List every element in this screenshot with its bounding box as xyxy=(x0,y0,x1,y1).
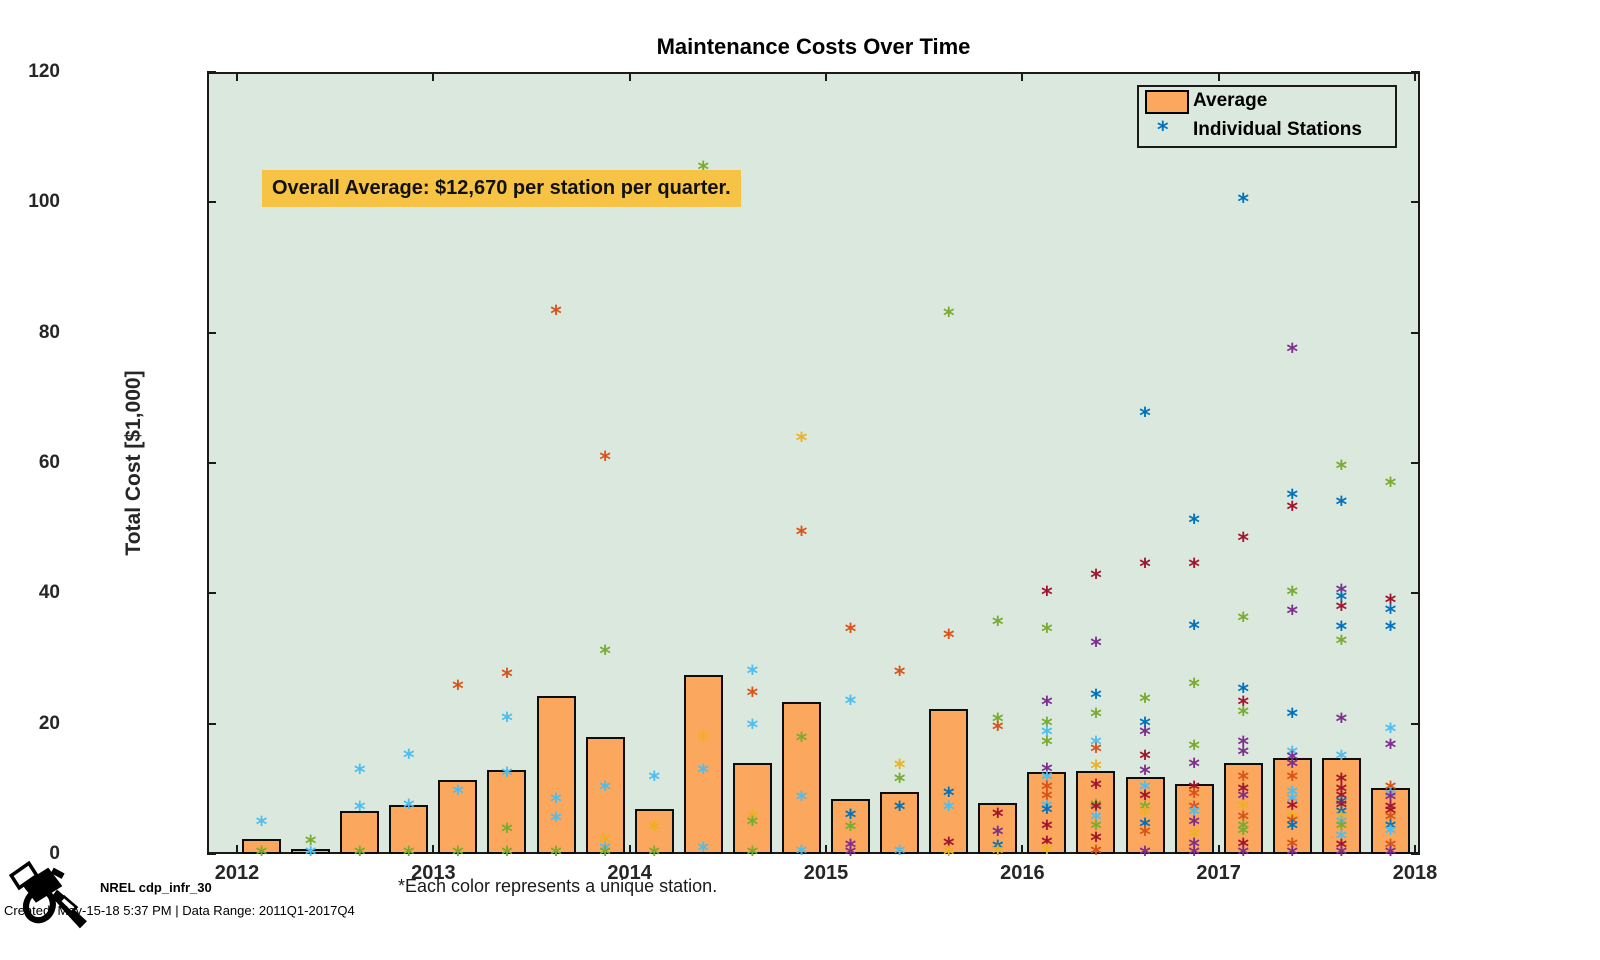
y-tick xyxy=(207,201,216,204)
brand-label: NREL cdp_infr_30 xyxy=(100,880,212,895)
x-tick xyxy=(1021,845,1024,854)
bar-2015Q4 xyxy=(978,803,1018,854)
x-tick-label: 2016 xyxy=(1000,862,1045,884)
y-tick-label: 40 xyxy=(38,582,60,604)
legend-average-label: Average xyxy=(1193,90,1268,111)
bar-2016Q1 xyxy=(1027,771,1067,854)
bar-2017Q2 xyxy=(1272,757,1312,854)
bar-2013Q4 xyxy=(585,737,625,854)
y-tick xyxy=(207,592,216,595)
y-tick xyxy=(1411,722,1420,725)
bar-2012Q4 xyxy=(389,805,429,854)
legend: Average * Individual Stations xyxy=(1137,85,1397,148)
y-tick xyxy=(1411,462,1420,464)
x-tick xyxy=(825,845,827,854)
x-tick-label: 2012 xyxy=(214,862,260,884)
y-tick xyxy=(207,722,216,725)
x-tick xyxy=(1217,845,1220,854)
chart-title: Maintenance Costs Over Time xyxy=(656,34,971,59)
bar-2013Q3 xyxy=(536,696,576,854)
bar-2013Q1 xyxy=(438,780,478,854)
x-tick xyxy=(628,72,631,81)
y-tick xyxy=(207,462,216,464)
x-tick xyxy=(825,72,827,81)
x-tick-label: 2013 xyxy=(411,862,456,884)
bar-2014Q1 xyxy=(634,809,674,854)
y-tick-label: 20 xyxy=(38,712,60,734)
y-tick xyxy=(1411,592,1420,595)
x-tick xyxy=(432,845,435,854)
x-tick xyxy=(1414,845,1416,854)
overall-average-annotation: Overall Average: $12,670 per station per… xyxy=(262,170,741,207)
y-tick-label: 100 xyxy=(28,191,60,213)
x-tick-label: 2017 xyxy=(1196,862,1241,884)
bar-2016Q3 xyxy=(1125,777,1165,854)
x-tick xyxy=(432,72,435,81)
y-tick xyxy=(1411,201,1420,204)
x-tick xyxy=(1021,72,1024,81)
y-tick xyxy=(1411,331,1420,334)
y-tick xyxy=(207,331,216,334)
x-tick xyxy=(236,72,238,81)
bar-2012Q2 xyxy=(291,848,331,854)
bar-2014Q4 xyxy=(781,702,821,854)
bar-2015Q3 xyxy=(929,708,969,854)
fuel-pump-nozzle-icon xyxy=(8,860,87,929)
created-timestamp: Created: May-15-18 5:37 PM | Data Range:… xyxy=(4,903,355,918)
bar-2016Q4 xyxy=(1174,784,1214,854)
legend-average-swatch xyxy=(1145,90,1189,114)
bar-2012Q1 xyxy=(242,839,282,854)
bar-2015Q1 xyxy=(831,799,871,854)
y-tick-label: 120 xyxy=(28,61,60,82)
overall-average-text: Overall Average: $12,670 per station per… xyxy=(272,177,731,199)
bar-2015Q2 xyxy=(880,792,920,854)
y-tick xyxy=(207,853,216,855)
x-axis-note: *Each color represents a unique station. xyxy=(398,876,718,896)
x-tick-label: 2015 xyxy=(803,862,849,884)
bar-2017Q3 xyxy=(1321,757,1361,854)
y-axis-label: Total Cost [$1,000] xyxy=(122,370,145,556)
x-tick xyxy=(628,845,631,854)
bar-2017Q1 xyxy=(1223,763,1263,854)
bar-2014Q3 xyxy=(732,763,772,854)
legend-stations-label: Individual Stations xyxy=(1193,119,1362,140)
legend-station-marker-icon: * xyxy=(1157,118,1169,143)
x-tick xyxy=(236,845,238,854)
y-tick-label: 60 xyxy=(38,452,60,473)
bar-2016Q2 xyxy=(1076,771,1116,854)
x-tick-label: 2014 xyxy=(607,862,652,884)
bar-2013Q2 xyxy=(487,769,527,854)
x-tick-label: 2018 xyxy=(1392,862,1438,884)
x-tick xyxy=(1217,72,1220,81)
bar-2012Q3 xyxy=(340,810,380,854)
y-tick-label: 80 xyxy=(38,321,60,343)
y-tick xyxy=(1411,853,1420,855)
y-tick-label: 0 xyxy=(49,843,60,864)
y-tick xyxy=(207,71,216,73)
x-tick xyxy=(1414,72,1416,81)
bar-2017Q4 xyxy=(1370,788,1410,854)
bar-2014Q2 xyxy=(683,675,723,854)
